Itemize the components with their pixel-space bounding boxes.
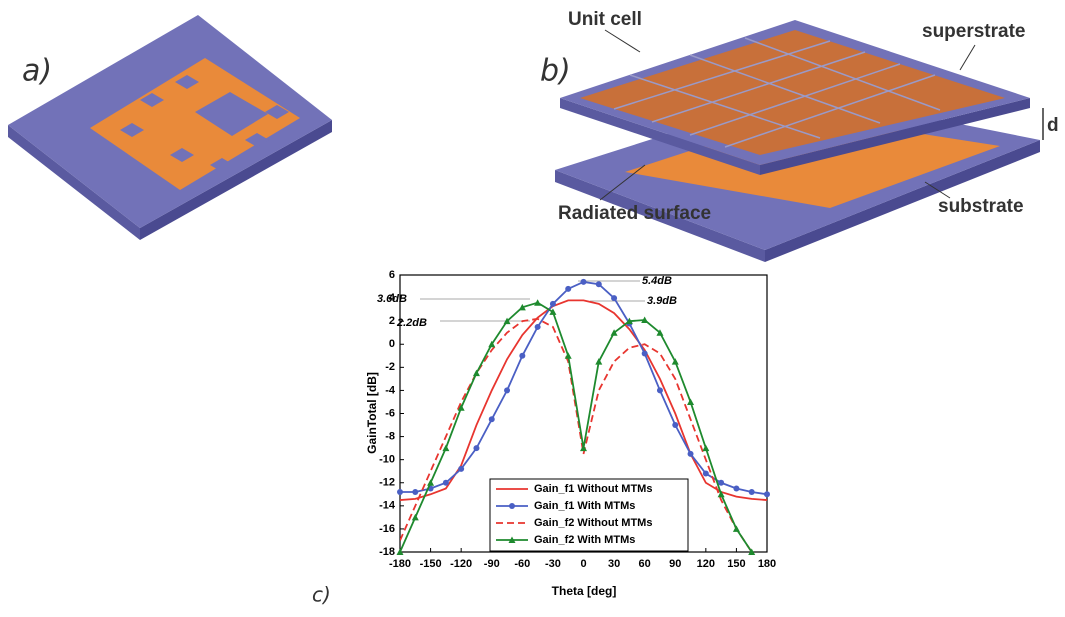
point: [489, 416, 495, 422]
x-tick-label: -180: [389, 558, 411, 570]
y-tick-label: -16: [379, 523, 395, 535]
point: [534, 299, 541, 306]
figure: a) b) Unit cell superstrate d Radiated s…: [0, 0, 1065, 612]
y-axis-label: GainTotal [dB]: [365, 372, 379, 454]
y-tick-label: -6: [385, 407, 395, 419]
point: [702, 445, 709, 452]
x-tick-label: -150: [420, 558, 442, 570]
point: [580, 445, 587, 452]
point: [718, 480, 724, 486]
annotation-leaders: [420, 281, 645, 321]
legend-label: Gain_f2 With MTMs: [534, 534, 635, 546]
x-tick-label: 150: [727, 558, 745, 570]
panel-b-illustration: [555, 20, 1043, 262]
point: [611, 295, 617, 301]
x-tick-label: -120: [450, 558, 472, 570]
annotation: substrate: [938, 196, 1024, 217]
panel-label: c): [312, 583, 331, 607]
y-tick-label: -12: [379, 477, 395, 489]
point: [595, 358, 602, 365]
legend-marker: [509, 503, 515, 509]
point: [427, 479, 434, 486]
point: [687, 398, 694, 405]
point: [657, 387, 663, 393]
annotation: 3.9dB: [647, 295, 677, 307]
series-line: [400, 282, 767, 494]
annotation: Radiated surface: [558, 203, 711, 224]
point: [565, 286, 571, 292]
y-tick-label: -10: [379, 454, 395, 466]
panel-label: a): [22, 54, 52, 89]
x-tick-label: 180: [758, 558, 776, 570]
annotation: 2.2dB: [396, 317, 427, 329]
point: [672, 358, 679, 365]
point: [703, 471, 709, 477]
y-tick-label: -4: [385, 384, 396, 396]
point: [535, 324, 541, 330]
point: [581, 279, 587, 285]
annotation: 5.4dB: [642, 275, 672, 287]
y-tick-label: -14: [379, 500, 396, 512]
point: [688, 451, 694, 457]
y-tick-label: -18: [379, 546, 395, 558]
legend-label: Gain_f1 Without MTMs: [534, 483, 652, 495]
y-tick-label: -2: [385, 361, 395, 373]
point: [550, 301, 556, 307]
panel-a-illustration: [8, 15, 332, 240]
point: [672, 422, 678, 428]
series-line: [400, 300, 767, 500]
panel-label: b): [540, 54, 571, 89]
point: [443, 480, 449, 486]
point: [412, 489, 418, 495]
point: [733, 525, 740, 532]
point: [764, 491, 770, 497]
point: [442, 445, 449, 452]
y-tick-label: -8: [385, 430, 395, 442]
annotation: Unit cell: [568, 9, 642, 30]
point: [749, 489, 755, 495]
point: [504, 387, 510, 393]
x-tick-label: -90: [484, 558, 500, 570]
point: [458, 466, 464, 472]
x-tick-label: -30: [545, 558, 561, 570]
point: [412, 514, 419, 521]
annotation: superstrate: [922, 21, 1026, 42]
legend-label: Gain_f2 Without MTMs: [534, 517, 652, 529]
x-tick-label: 90: [669, 558, 681, 570]
point: [642, 350, 648, 356]
annotation: d: [1047, 115, 1059, 136]
point: [596, 281, 602, 287]
x-tick-label: 60: [639, 558, 651, 570]
x-tick-label: 30: [608, 558, 620, 570]
point: [473, 445, 479, 451]
y-tick-label: 0: [389, 338, 395, 350]
x-tick-label: 0: [580, 558, 586, 570]
point: [565, 352, 572, 359]
legend-label: Gain_f1 With MTMs: [534, 500, 635, 512]
x-tick-label: 120: [697, 558, 715, 570]
x-tick-label: -60: [514, 558, 530, 570]
y-tick-label: 6: [389, 269, 395, 281]
point: [397, 489, 403, 495]
x-axis-label: Theta [deg]: [552, 584, 617, 598]
y-tick-label: 4: [389, 292, 396, 304]
y-tick-label: 2: [389, 315, 395, 327]
point: [519, 353, 525, 359]
point: [733, 486, 739, 492]
